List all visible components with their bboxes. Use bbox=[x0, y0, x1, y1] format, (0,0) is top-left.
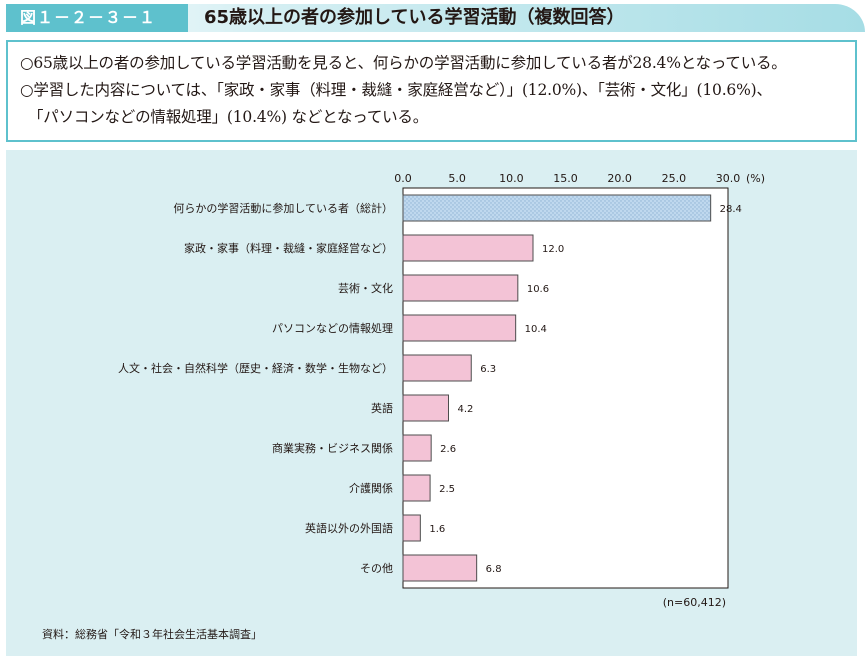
source-note: 資料：総務省「令和３年社会生活基本調査」 bbox=[42, 628, 262, 641]
data-label: 6.3 bbox=[480, 364, 496, 375]
summary-line-2: ○学習した内容については、「家政・家事（料理・裁縫・家庭経営など）」(12.0%… bbox=[20, 81, 772, 99]
category-label: 介護関係 bbox=[349, 481, 393, 495]
data-label: 28.4 bbox=[720, 204, 742, 215]
x-tick-label: 0.0 bbox=[394, 172, 412, 185]
category-label: パソコンなどの情報処理 bbox=[272, 322, 393, 335]
bar bbox=[402, 314, 517, 342]
category-label: 芸術・文化 bbox=[338, 281, 393, 295]
axis-unit: (%) bbox=[746, 172, 765, 185]
summary-line-3: 「パソコンなどの情報処理」(10.4%) などとなっている。 bbox=[28, 108, 429, 126]
bar bbox=[402, 514, 421, 542]
category-label: 家政・家事（料理・裁縫・家庭経営など） bbox=[184, 241, 393, 255]
figure-title: 65歳以上の者の参加している学習活動（複数回答） bbox=[204, 7, 625, 28]
category-label: その他 bbox=[360, 562, 393, 575]
data-label: 2.5 bbox=[439, 484, 455, 495]
figure-label: 図１－２－３－１ bbox=[6, 4, 188, 32]
bar bbox=[402, 274, 519, 302]
x-tick-label: 20.0 bbox=[607, 172, 632, 185]
bar bbox=[402, 554, 478, 582]
x-tick-label: 10.0 bbox=[499, 172, 524, 185]
x-tick-label: 30.0 bbox=[716, 172, 741, 185]
bar bbox=[402, 354, 472, 382]
category-label: 人文・社会・自然科学（歴史・経済・数学・生物など） bbox=[118, 361, 393, 375]
figure-header: 図１－２－３－１ 65歳以上の者の参加している学習活動（複数回答） bbox=[0, 0, 865, 36]
data-label: 12.0 bbox=[542, 244, 564, 255]
data-label: 2.6 bbox=[440, 444, 456, 455]
data-label: 4.2 bbox=[458, 404, 474, 415]
category-label: 商業実務・ビジネス関係 bbox=[272, 441, 393, 455]
bar bbox=[402, 234, 534, 262]
data-label: 10.4 bbox=[525, 324, 547, 335]
bar bbox=[402, 434, 432, 462]
x-tick-label: 15.0 bbox=[553, 172, 578, 185]
data-label: 1.6 bbox=[429, 524, 445, 535]
bar bbox=[402, 474, 431, 502]
bar-total bbox=[402, 194, 712, 222]
category-label: 英語 bbox=[371, 401, 393, 415]
summary-box: ○65歳以上の者の参加している学習活動を見ると、何らかの学習活動に参加している者… bbox=[6, 40, 857, 142]
category-label: 英語以外の外国語 bbox=[305, 521, 393, 535]
x-tick-label: 5.0 bbox=[448, 172, 466, 185]
bar bbox=[402, 394, 449, 422]
x-tick-label: 25.0 bbox=[662, 172, 687, 185]
data-label: 10.6 bbox=[527, 284, 549, 295]
category-label: 何らかの学習活動に参加している者（総計） bbox=[173, 201, 393, 215]
sample-size: (n=60,412) bbox=[663, 596, 726, 609]
data-label: 6.8 bbox=[486, 564, 502, 575]
summary-line-1: ○65歳以上の者の参加している学習活動を見ると、何らかの学習活動に参加している者… bbox=[20, 54, 787, 72]
